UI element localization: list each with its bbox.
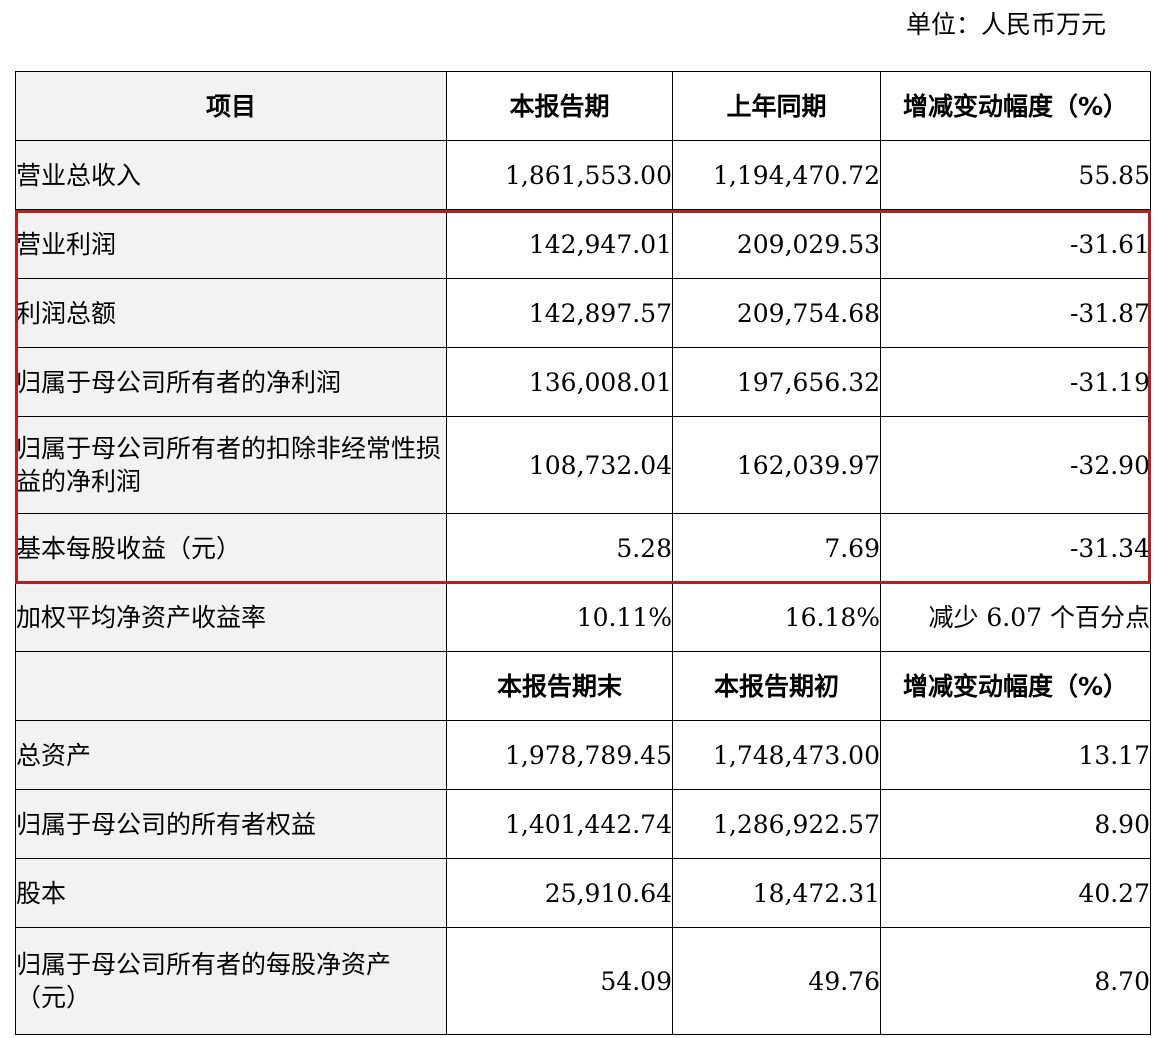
table-row: 营业总收入 1,861,553.00 1,194,470.72 55.85: [15, 140, 1151, 210]
row-change: 13.17: [880, 720, 1151, 790]
header-change: 增减变动幅度（%）: [880, 71, 1151, 141]
table-row: 利润总额 142,897.57 209,754.68 -31.87: [15, 278, 1151, 348]
table-row: 股本 25,910.64 18,472.31 40.27: [15, 858, 1151, 928]
row-prior: 7.69: [672, 513, 881, 583]
subheader-item: [15, 651, 447, 721]
table-row: 营业利润 142,947.01 209,029.53 -31.61: [15, 209, 1151, 279]
row-change: 8.70: [880, 927, 1151, 1035]
row-change: -31.61: [880, 209, 1151, 279]
table-row: 加权平均净资产收益率 10.11% 16.18% 减少 6.07 个百分点: [15, 582, 1151, 652]
row-change: 40.27: [880, 858, 1151, 928]
financial-summary-table: 项目 本报告期 上年同期 增减变动幅度（%） 营业总收入 1,861,553.0…: [15, 71, 1151, 1035]
row-prior: 209,754.68: [672, 278, 881, 348]
row-current: 1,861,553.00: [446, 140, 673, 210]
row-change: -32.90: [880, 416, 1151, 514]
subheader-period-begin: 本报告期初: [672, 651, 881, 721]
table-row: 归属于母公司所有者的扣除非经常性损益的净利润 108,732.04 162,03…: [15, 416, 1151, 514]
row-period-end: 54.09: [446, 927, 673, 1035]
subheader-period-end: 本报告期末: [446, 651, 673, 721]
row-label: 总资产: [15, 720, 447, 790]
row-change: 55.85: [880, 140, 1151, 210]
row-current: 142,897.57: [446, 278, 673, 348]
table-header-row: 项目 本报告期 上年同期 增减变动幅度（%）: [15, 71, 1151, 141]
row-change: 8.90: [880, 789, 1151, 859]
row-label: 股本: [15, 858, 447, 928]
row-period-end: 1,978,789.45: [446, 720, 673, 790]
row-prior: 162,039.97: [672, 416, 881, 514]
table-row: 总资产 1,978,789.45 1,748,473.00 13.17: [15, 720, 1151, 790]
row-label: 营业总收入: [15, 140, 447, 210]
unit-label: 单位：人民币万元: [906, 10, 1107, 39]
row-current: 142,947.01: [446, 209, 673, 279]
table-row: 归属于母公司的所有者权益 1,401,442.74 1,286,922.57 8…: [15, 789, 1151, 859]
row-label: 归属于母公司的所有者权益: [15, 789, 447, 859]
row-change: -31.19: [880, 347, 1151, 417]
table-row: 基本每股收益（元） 5.28 7.69 -31.34: [15, 513, 1151, 583]
row-period-begin: 49.76: [672, 927, 881, 1035]
header-item: 项目: [15, 71, 447, 141]
row-prior: 16.18%: [672, 582, 881, 652]
table-row: 归属于母公司所有者的净利润 136,008.01 197,656.32 -31.…: [15, 347, 1151, 417]
row-change: -31.87: [880, 278, 1151, 348]
subheader-change: 增减变动幅度（%）: [880, 651, 1151, 721]
row-label: 归属于母公司所有者的扣除非经常性损益的净利润: [15, 416, 447, 514]
row-period-begin: 1,748,473.00: [672, 720, 881, 790]
row-prior: 1,194,470.72: [672, 140, 881, 210]
table-subheader-row: 本报告期末 本报告期初 增减变动幅度（%）: [15, 651, 1151, 721]
header-prior-period: 上年同期: [672, 71, 881, 141]
row-prior: 209,029.53: [672, 209, 881, 279]
row-change: 减少 6.07 个百分点: [880, 582, 1151, 652]
row-change: -31.34: [880, 513, 1151, 583]
row-period-begin: 1,286,922.57: [672, 789, 881, 859]
row-current: 108,732.04: [446, 416, 673, 514]
row-current: 5.28: [446, 513, 673, 583]
row-period-begin: 18,472.31: [672, 858, 881, 928]
row-label: 加权平均净资产收益率: [15, 582, 447, 652]
row-current: 10.11%: [446, 582, 673, 652]
row-label: 利润总额: [15, 278, 447, 348]
row-prior: 197,656.32: [672, 347, 881, 417]
row-period-end: 1,401,442.74: [446, 789, 673, 859]
row-label: 归属于母公司所有者的净利润: [15, 347, 447, 417]
row-label: 营业利润: [15, 209, 447, 279]
row-label: 归属于母公司所有者的每股净资产（元）: [15, 927, 447, 1035]
table-row: 归属于母公司所有者的每股净资产（元） 54.09 49.76 8.70: [15, 927, 1151, 1035]
row-current: 136,008.01: [446, 347, 673, 417]
header-current-period: 本报告期: [446, 71, 673, 141]
row-label: 基本每股收益（元）: [15, 513, 447, 583]
row-period-end: 25,910.64: [446, 858, 673, 928]
